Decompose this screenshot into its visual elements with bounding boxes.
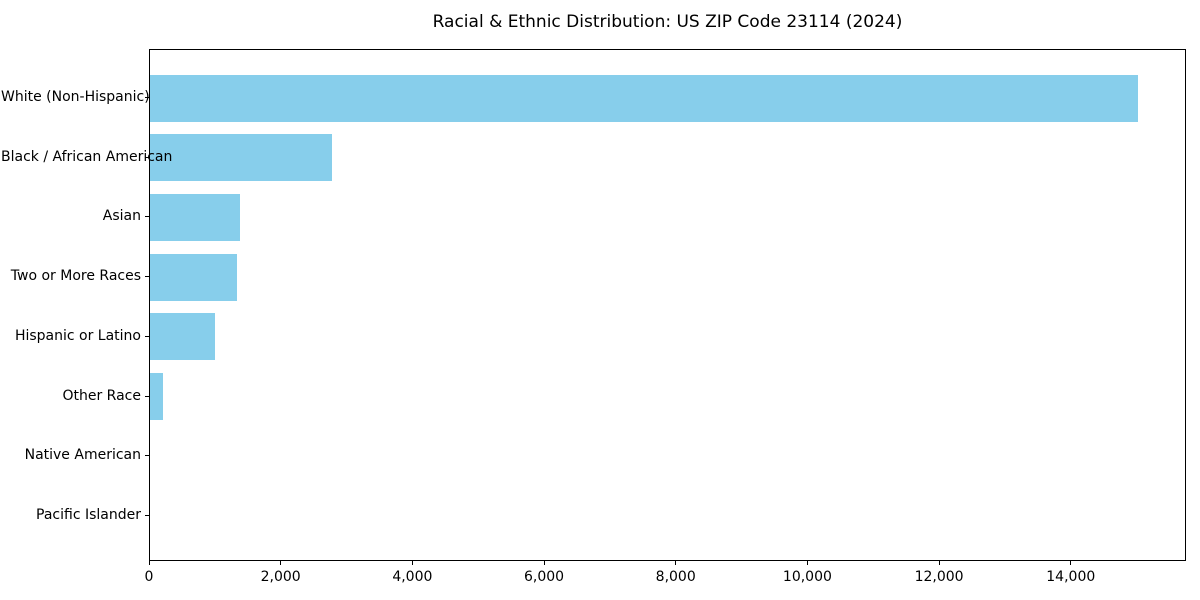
bar-other-race <box>150 373 163 421</box>
y-tick-mark <box>145 335 149 337</box>
x-tick-label: 4,000 <box>392 569 433 585</box>
x-tick-mark <box>806 561 808 565</box>
x-tick-mark <box>543 561 545 565</box>
x-tick-mark <box>148 561 150 565</box>
x-tick-mark <box>675 561 677 565</box>
y-tick-label: Pacific Islander <box>36 506 141 523</box>
x-tick-label: 2,000 <box>260 569 301 585</box>
y-tick-label: Hispanic or Latino <box>14 327 141 344</box>
plot-area <box>149 49 1186 561</box>
x-tick-label: 12,000 <box>914 569 964 585</box>
y-tick-label: Native American <box>24 447 141 464</box>
y-tick-label: Black / African American <box>1 148 173 165</box>
x-tick-mark <box>1070 561 1072 565</box>
bar-asian <box>150 193 241 241</box>
x-tick-label: 14,000 <box>1046 569 1096 585</box>
x-tick-label: 10,000 <box>782 569 832 585</box>
y-tick-mark <box>145 514 149 516</box>
y-tick-mark <box>145 455 149 457</box>
y-tick-label: White (Non-Hispanic) <box>1 89 150 105</box>
bar-two-or-more-races <box>150 253 237 301</box>
y-tick-mark <box>145 97 149 98</box>
chart-title: Racial & Ethnic Distribution: US ZIP Cod… <box>432 12 903 32</box>
bar-white-non-hispanic <box>150 74 1138 122</box>
y-tick-mark <box>145 216 149 218</box>
y-tick-mark <box>145 276 149 278</box>
x-tick-label: 8,000 <box>655 569 696 585</box>
x-tick-label: 6,000 <box>524 569 565 585</box>
x-tick-mark <box>411 561 413 565</box>
bar-hispanic-or-latino <box>150 313 216 361</box>
x-tick-mark <box>280 561 282 565</box>
y-tick-label: Two or More Races <box>10 268 141 285</box>
x-tick-mark <box>938 561 940 565</box>
bar-black-african-american <box>150 134 332 182</box>
y-tick-mark <box>145 395 149 397</box>
y-tick-mark <box>145 156 149 158</box>
y-tick-label: Other Race <box>62 387 141 404</box>
x-tick-label: 0 <box>144 569 154 585</box>
y-tick-label: Asian <box>102 208 141 225</box>
